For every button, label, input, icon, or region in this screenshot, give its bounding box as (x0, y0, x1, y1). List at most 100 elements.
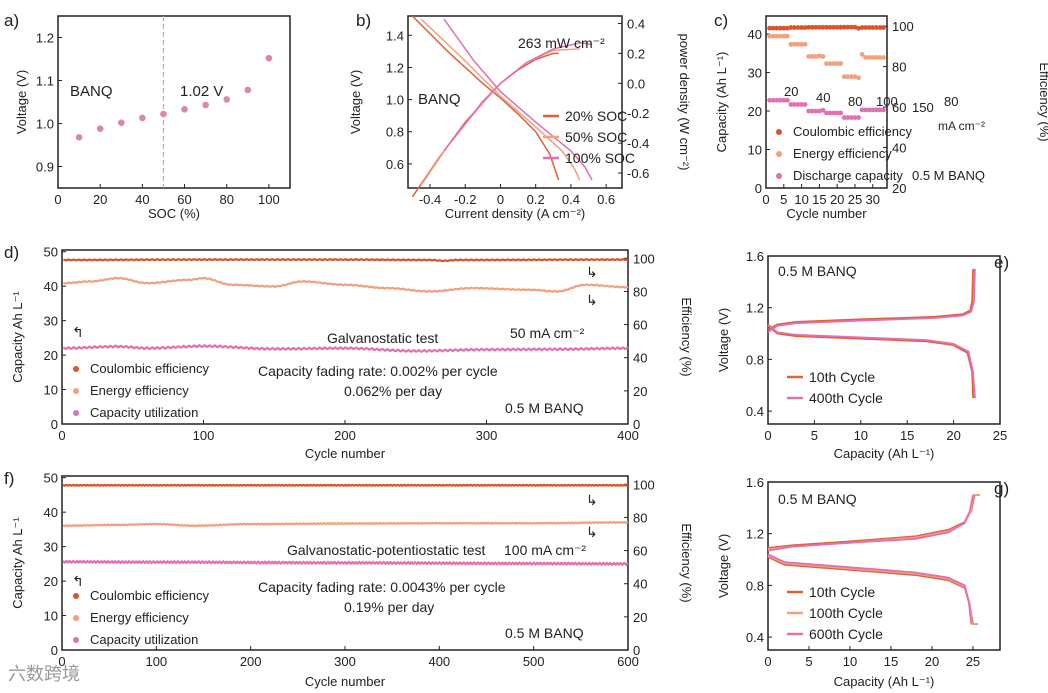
ce-point (820, 24, 826, 30)
y2-tick-label: -0.4 (627, 136, 649, 151)
panel-label: e) (994, 253, 1009, 272)
data-point (244, 86, 252, 94)
y2-tick-label: 60 (633, 544, 647, 559)
annotation: BANQ (70, 83, 113, 100)
capacity-point (831, 110, 837, 116)
panel-g: g) 0 5 10 15 20 25 0.4 0.8 1.2 1.6 Capacity (Ah L⁻¹… (716, 475, 1009, 689)
legend-marker (73, 637, 79, 643)
x-tick-label: 20 (830, 192, 844, 207)
ce-point (777, 25, 783, 31)
y-tick-label: 0.8 (746, 578, 764, 593)
y-tick-label: 1.6 (746, 249, 764, 264)
capacity-point (792, 102, 797, 107)
y-axis-label: Voltage (V) (348, 70, 363, 134)
series-line-energy-efficiency (62, 520, 629, 528)
legend-marker (73, 388, 79, 394)
y-tick-label: 40 (44, 279, 58, 294)
legend-marker (73, 593, 79, 599)
capacity-point (841, 115, 847, 120)
series-line-coulombic-efficiency (63, 258, 629, 263)
x-tick-label: 25 (993, 428, 1007, 443)
legend-label: Energy efficiency (90, 383, 189, 398)
capacity-point (784, 97, 790, 103)
discharge-curve-10th-cycle (767, 325, 974, 399)
panel-f: f)0 100 200 300 400 500 6000102030405002040608… (4, 469, 694, 689)
annotation: 263 mW cm⁻² (518, 35, 605, 51)
capacity-point (781, 97, 787, 103)
ce-point (767, 25, 772, 31)
ce-point (881, 25, 886, 30)
y2-tick-label: 80 (892, 60, 906, 75)
annotation: mA cm⁻² (938, 119, 985, 133)
legend-label: 400th Cycle (809, 390, 883, 406)
data-point (181, 106, 188, 113)
y-axis-label: Voltage (V) (14, 70, 29, 134)
y-axis-label: Capacity (Ah L⁻¹) (714, 52, 729, 153)
capacity-point (827, 110, 833, 116)
capacity-point (820, 107, 826, 113)
capacity-point (881, 107, 886, 113)
ee-point (799, 41, 804, 47)
capacity-point (813, 108, 819, 114)
ce-point (831, 24, 837, 30)
ee-point (877, 55, 883, 60)
data-point (117, 119, 125, 126)
series-line-capacity-utilization (62, 343, 629, 354)
x-tick-label: -0.4 (419, 192, 441, 207)
x-tick-label: 200 (240, 654, 262, 669)
x-axis-label: Current density (A cm⁻²) (445, 206, 586, 221)
y-tick-label: 30 (44, 314, 58, 329)
panel-d: d)0 100 200 300 40001020304050020406080100Cy… (4, 243, 694, 461)
ce-point (774, 25, 780, 31)
ce-point (806, 24, 812, 30)
y2-tick-label: -0.2 (627, 106, 649, 121)
y-tick-label: 0.8 (746, 352, 764, 367)
capacity-point (838, 110, 844, 116)
x-tick-label: 200 (334, 428, 356, 443)
series-line-energy-efficiency (63, 276, 629, 293)
ce-point (827, 24, 833, 30)
legend-label: 100% SOC (565, 150, 635, 166)
ce-point (877, 25, 883, 30)
ee-point (849, 74, 854, 80)
capacity-point (873, 107, 879, 113)
panel-label: a) (4, 11, 19, 30)
ee-point (813, 54, 819, 59)
y2-axis-label: Efficiency (%) (679, 297, 694, 376)
ce-point (859, 25, 865, 30)
x-tick-label: 0.6 (597, 192, 615, 207)
current-density-label: 80 (944, 94, 958, 109)
y-axis-label: Capacity Ah L⁻¹ (10, 517, 25, 609)
ce-point (781, 25, 787, 31)
annotation: Capacity fading rate: 0.0043% per cycle (258, 579, 506, 595)
ee-point (870, 55, 876, 60)
capacity-point (799, 102, 804, 107)
capacity-point (767, 97, 772, 103)
series-line-20-soc (411, 15, 560, 181)
x-tick-label: 0.2 (527, 192, 545, 207)
y-tick-label: 0.9 (36, 160, 54, 175)
series-line-100-soc (443, 18, 593, 181)
capacity-point (802, 102, 808, 107)
capacity-point (809, 108, 815, 114)
x-tick-label: 400 (428, 654, 450, 669)
legend-label: Energy efficiency (90, 610, 189, 625)
ee-point (802, 41, 808, 47)
capacity-point (863, 107, 869, 113)
y-tick-label: 1.2 (36, 31, 54, 46)
annotation: 0.062% per day (344, 383, 442, 399)
y2-tick-label: 100 (633, 251, 655, 266)
ee-point (795, 41, 801, 47)
x-tick-label: 60 (177, 192, 191, 207)
x-tick-label: 10 (843, 654, 857, 669)
capacity-point (859, 107, 865, 113)
y2-tick-label: 40 (892, 141, 906, 156)
y2-tick-label: 100 (892, 19, 914, 34)
x-tick-label: 0 (764, 654, 771, 669)
y-tick-label: 20 (44, 348, 58, 363)
ee-point (863, 55, 869, 60)
charge-curve-10th-cycle (767, 268, 974, 331)
discharge-curve-600th-cycle (767, 553, 973, 625)
ee-point (770, 33, 776, 39)
legend-label: Capacity utilization (90, 405, 198, 420)
